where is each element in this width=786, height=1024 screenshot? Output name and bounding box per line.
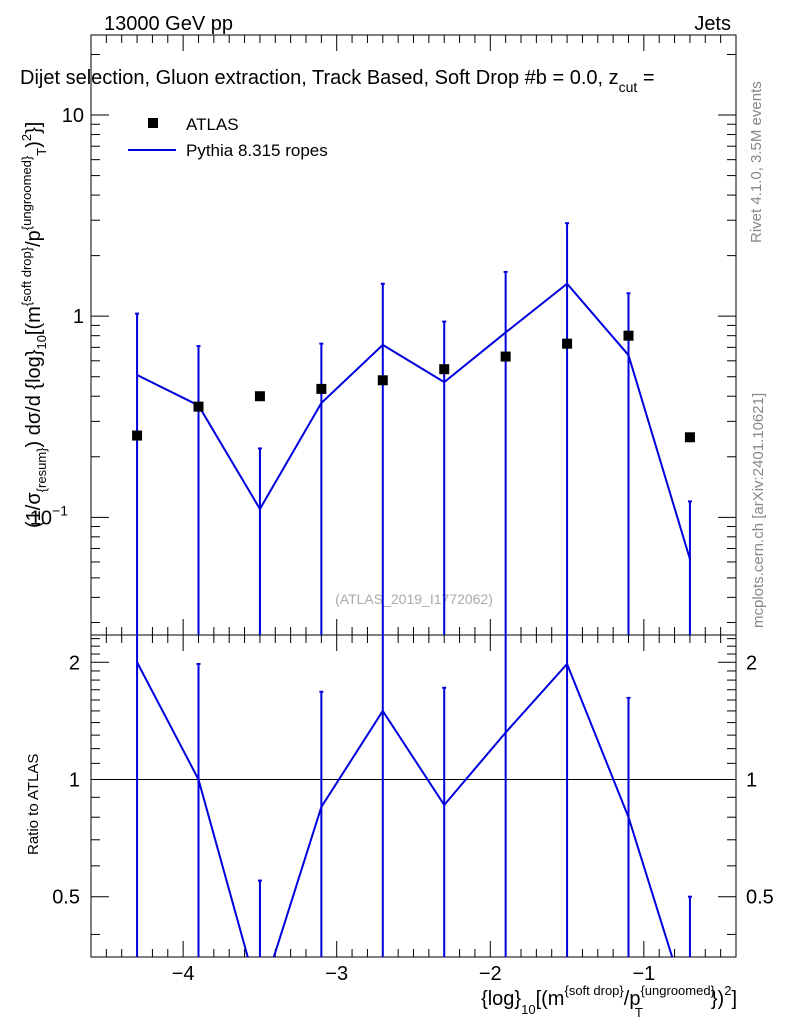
plot-title: Dijet selection, Gluon extraction, Track… [20, 67, 655, 95]
ratio-tick-label-right: 1 [746, 769, 757, 791]
data-point [623, 330, 634, 341]
mc-line [136, 282, 691, 560]
ylab-p4-sub: T [34, 148, 49, 156]
ratio-tick-label-left: 2 [69, 652, 80, 674]
x-tick-label: −3 [325, 963, 348, 985]
ylab-p3: [(m [23, 306, 45, 335]
ylab-p4: /p [23, 230, 45, 247]
ylab-p2: ) dσ/d {log} [23, 349, 45, 447]
y-tick-exponent: −1 [52, 502, 68, 518]
legend-data-marker [148, 118, 158, 128]
analysis-watermark: (ATLAS_2019_I1772062) [335, 591, 493, 607]
plot-title-sub: cut [619, 79, 638, 95]
ratio-line [136, 661, 674, 957]
xlab-p3: /p [624, 988, 641, 1010]
data-point [562, 338, 573, 349]
y-tick-label-main: 1 [73, 306, 84, 328]
energy-label: 13000 GeV pp [104, 13, 233, 35]
xlab-p5: ] [731, 988, 737, 1010]
ratio-tick-label-right: 0.5 [746, 887, 774, 909]
rivet-label: Rivet 4.1.0, 3.5M events [748, 81, 765, 243]
xlab-p1-sub: 10 [521, 1002, 535, 1017]
y-axis-label-main: (1/σ{resum}) dσ/d {log}10[(m{soft drop}/… [19, 122, 49, 528]
xlab-p3-sup: {ungroomed} [640, 983, 715, 998]
mc-series-ratio [136, 635, 692, 957]
ratio-tick-label-left: 0.5 [52, 887, 80, 909]
ylab-p5-sup: 2 [19, 134, 34, 141]
process-label: Jets [694, 13, 731, 35]
mcplots-label: mcplots.cern.ch [arXiv:2401.10621] [750, 393, 767, 628]
x-tick-label: −1 [632, 963, 655, 985]
data-series-main [132, 330, 695, 443]
xlab-p3-sub: T [635, 1005, 643, 1020]
ylab-p4-sup: {ungroomed} [19, 155, 34, 230]
plot-title-tail: = [637, 67, 654, 89]
ratio-tick-label-left: 1 [69, 769, 80, 791]
ylab-p6: }] [23, 122, 45, 134]
data-point [132, 430, 143, 441]
legend-mc-label: Pythia 8.315 ropes [186, 141, 328, 160]
y-tick-label-main: 10 [62, 105, 84, 127]
x-axis-label: {log}10[(m{soft drop}/p{ungroomed} T})2] [481, 983, 737, 1020]
x-tick-label: −2 [479, 963, 502, 985]
xlab-p2-sup: {soft drop} [564, 983, 624, 998]
xlab-p4: }) [711, 988, 724, 1010]
legend-data-label: ATLAS [186, 115, 239, 134]
data-point [254, 391, 265, 402]
xlab-p2: [(m [536, 988, 565, 1010]
data-point [684, 432, 695, 443]
data-point [193, 401, 204, 412]
ylab-p2-sub: 10 [34, 335, 49, 349]
plot-title-main: Dijet selection, Gluon extraction, Track… [20, 67, 619, 89]
y-axis-label-ratio: Ratio to ATLAS [25, 754, 42, 855]
ratio-tick-label-right: 2 [746, 652, 757, 674]
data-point [500, 351, 511, 362]
x-tick-label: −4 [172, 963, 195, 985]
axis-ticks [90, 35, 737, 957]
ylab-p5: ) [23, 141, 45, 148]
axis-tick-labels: −4 −3 −2 −1 10 1 10 −1 2 2 1 1 0.5 0.5 [30, 105, 774, 985]
xlab-p1: {log} [481, 988, 521, 1010]
ylab-p1-sub: {resum} [34, 447, 49, 492]
data-point [439, 364, 450, 375]
ratio-panel-frame [90, 634, 737, 958]
mc-series-main [135, 222, 692, 635]
ylab-p1: (1/σ [23, 492, 45, 528]
ylab-p3-sup: {soft drop} [19, 246, 34, 306]
legend: ATLAS Pythia 8.315 ropes [128, 115, 328, 160]
data-point [377, 375, 388, 386]
xlab-p4-sup: 2 [724, 983, 731, 998]
data-point [316, 383, 327, 394]
